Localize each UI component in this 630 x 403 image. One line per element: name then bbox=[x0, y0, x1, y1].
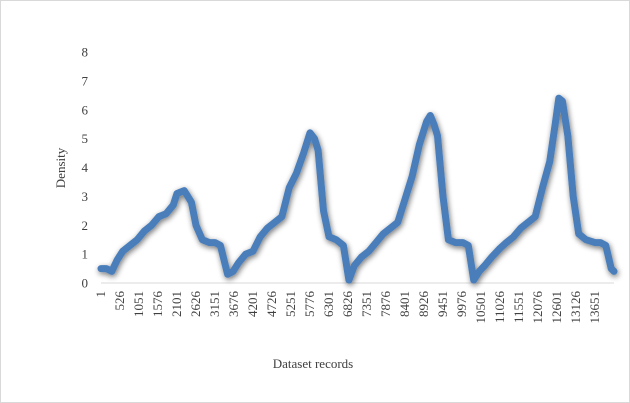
x-tick-label: 9451 bbox=[435, 291, 450, 317]
x-tick-label: 12601 bbox=[549, 291, 564, 324]
x-tick-label: 1 bbox=[93, 291, 108, 298]
y-tick-label: 8 bbox=[82, 45, 89, 60]
x-axis-tick-labels: 1 526 1051 1576 2101 2626 3151 3676 4201 4726 5251… bbox=[93, 291, 602, 324]
x-tick-label: 3676 bbox=[226, 291, 241, 318]
x-tick-label: 2626 bbox=[188, 291, 203, 318]
x-tick-label: 3151 bbox=[207, 291, 222, 317]
x-tick-label: 6826 bbox=[340, 291, 355, 318]
x-tick-label: 13126 bbox=[568, 291, 583, 324]
x-tick-label: 2101 bbox=[169, 291, 184, 317]
x-tick-label: 526 bbox=[112, 291, 127, 311]
density-series-line bbox=[97, 94, 618, 284]
x-tick-label: 4726 bbox=[264, 291, 279, 318]
y-tick-label: 5 bbox=[82, 131, 89, 146]
y-tick-label: 6 bbox=[82, 102, 89, 117]
x-tick-label: 1576 bbox=[150, 291, 165, 318]
x-tick-label: 6301 bbox=[321, 291, 336, 317]
y-axis-tick-labels: 0 1 2 3 4 5 6 7 8 bbox=[82, 45, 89, 291]
x-tick-label: 8401 bbox=[397, 291, 412, 317]
y-tick-label: 3 bbox=[82, 189, 89, 204]
y-tick-label: 1 bbox=[82, 247, 89, 262]
y-tick-label: 4 bbox=[82, 160, 89, 175]
x-tick-label: 8926 bbox=[416, 291, 431, 318]
x-tick-label: 12076 bbox=[530, 291, 545, 324]
x-tick-label: 5776 bbox=[302, 291, 317, 318]
x-tick-label: 4201 bbox=[245, 291, 260, 317]
x-tick-label: 7876 bbox=[378, 291, 393, 318]
x-tick-label: 13651 bbox=[587, 291, 602, 324]
x-tick-label: 10501 bbox=[473, 291, 488, 324]
x-tick-label: 5251 bbox=[283, 291, 298, 317]
x-tick-label: 7351 bbox=[359, 291, 374, 317]
x-axis-title: Dataset records bbox=[273, 356, 354, 371]
y-tick-label: 2 bbox=[82, 218, 89, 233]
y-tick-label: 7 bbox=[82, 73, 89, 88]
x-tick-label: 11026 bbox=[492, 291, 507, 324]
x-tick-label: 11551 bbox=[511, 291, 526, 323]
y-tick-label: 0 bbox=[82, 276, 89, 291]
x-tick-label: 1051 bbox=[131, 291, 146, 317]
x-tick-label: 9976 bbox=[454, 291, 469, 318]
y-axis-title: Density bbox=[53, 147, 68, 188]
